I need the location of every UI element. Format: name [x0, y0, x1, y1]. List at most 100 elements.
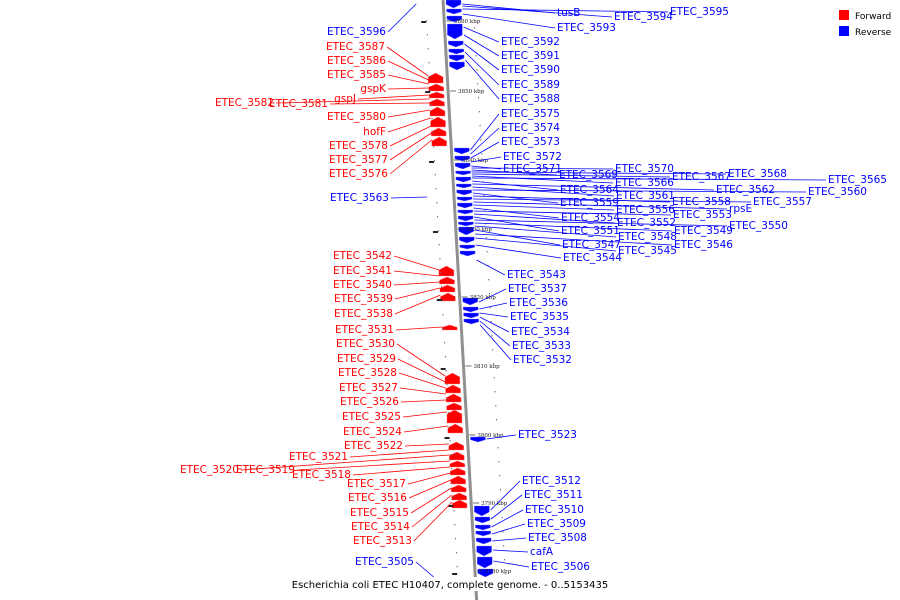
gene-label: cafA: [530, 546, 554, 558]
scale-dot: [476, 69, 478, 71]
forward-gene-arrow: [446, 409, 463, 424]
gene-label: ETEC_3558: [672, 196, 731, 208]
scale-dot: [445, 370, 447, 372]
genome-title: Escherichia coli ETEC H10407, complete g…: [292, 580, 608, 591]
gene-label: ETEC_3509: [527, 518, 586, 530]
reverse-gene-arrow: [457, 215, 474, 222]
forward-gene-arrow: [451, 499, 468, 509]
leader-line: [471, 177, 827, 181]
forward-gene-arrow: [450, 484, 467, 493]
leader-line: [492, 537, 527, 542]
contig-separator: [421, 21, 427, 23]
legend-reverse-label: Reverse: [855, 28, 892, 38]
leader-line: [402, 411, 448, 418]
reverse-gene-arrow: [449, 61, 465, 71]
leader-line: [470, 113, 500, 151]
leader-line: [404, 443, 449, 447]
gene-label: hofF: [363, 126, 386, 138]
scale-dot: [456, 566, 458, 568]
leader-line: [471, 171, 727, 175]
leader-line: [472, 186, 615, 197]
reverse-gene-arrow: [448, 48, 464, 55]
leader-line: [387, 109, 431, 118]
leader-line: [471, 173, 671, 178]
scale-dot: [501, 517, 503, 519]
gene-label: ETEC_3512: [522, 475, 581, 487]
leader-line: [475, 237, 617, 252]
scale-dot: [437, 216, 439, 218]
gene-label: ETEC_3577: [329, 154, 388, 166]
gene-label: ETEC_3520: [180, 464, 239, 476]
gene-label: ETEC_3525: [342, 411, 401, 423]
scale-dot: [426, 20, 428, 22]
forward-gene-arrow: [429, 98, 445, 107]
reverse-gene-arrow: [456, 196, 473, 202]
tick-label: 3790 kbp: [481, 501, 508, 507]
scale-dot: [492, 349, 494, 351]
scale-dot: [494, 391, 496, 393]
gene-label: ETEC_3532: [513, 354, 572, 366]
scale-dot: [433, 146, 435, 148]
forward-gene-arrow: [445, 393, 462, 403]
gene-label: ETEC_3569: [559, 169, 618, 181]
scale-dot: [489, 307, 491, 309]
scale-dot: [440, 272, 442, 274]
reverse-gene-arrow: [462, 297, 478, 306]
leader-line: [352, 466, 451, 476]
gene-label: ETEC_3571: [503, 163, 562, 175]
gene-label: ETEC_3572: [503, 151, 562, 163]
gene-label: ETEC_3537: [508, 283, 567, 295]
scale-dot: [493, 377, 495, 379]
leader-line: [471, 167, 614, 170]
gene-label: ETEC_3540: [333, 279, 392, 291]
scale-dot: [503, 545, 505, 547]
gene-label: ETEC_3522: [344, 440, 403, 452]
reverse-gene-arrow: [474, 516, 491, 524]
leader-line: [479, 302, 508, 310]
leader-line: [472, 192, 559, 204]
gene-label: ETEC_3517: [347, 478, 406, 490]
scale-dot: [480, 139, 482, 141]
contig-separator: [436, 299, 442, 301]
reverse-gene-arrow: [475, 537, 492, 545]
leader-line: [473, 198, 752, 203]
leader-line: [398, 372, 446, 389]
scale-dot: [477, 83, 479, 85]
scale-dot: [448, 426, 450, 428]
reverse-gene-arrow: [454, 147, 470, 155]
gene-label: tusB: [557, 7, 580, 19]
gene-label: ETEC_3564: [560, 184, 619, 196]
leader-line: [462, 8, 669, 13]
scale-dot: [500, 503, 502, 505]
gene-label: ETEC_3506: [531, 561, 590, 573]
gene-label: ETEC_3590: [501, 64, 560, 76]
gene-label: ETEC_3546: [674, 239, 733, 251]
scale-dot: [447, 398, 449, 400]
legend-forward-swatch: [839, 10, 849, 20]
contig-separator: [425, 91, 431, 93]
leader-line: [389, 132, 432, 161]
leader-line: [478, 288, 507, 303]
gene-label: ETEC_3530: [336, 338, 395, 350]
gene-label: ETEC_3588: [501, 93, 560, 105]
gene-label: ETEC_3562: [716, 184, 775, 196]
gene-label: ETEC_3547: [562, 239, 621, 251]
forward-gene-arrow: [442, 324, 458, 331]
scale-dot: [486, 251, 488, 253]
leader-line: [390, 196, 428, 199]
gene-label: ETEC_3594: [614, 11, 673, 23]
legend-reverse-swatch: [839, 26, 849, 36]
gene-label: ETEC_3568: [728, 168, 787, 180]
contig-separator: [452, 573, 458, 575]
leader-line: [472, 189, 807, 193]
gene-label: ETEC_3581: [269, 98, 328, 110]
scale-dot: [428, 62, 430, 64]
gene-label: ETEC_3593: [557, 22, 616, 34]
gene-label: ETEC_3535: [510, 311, 569, 323]
gene-label: ETEC_3587: [326, 41, 385, 53]
gene-label: ETEC_3544: [563, 252, 622, 264]
leader-line: [490, 480, 521, 511]
forward-gene-arrow: [445, 384, 461, 394]
gene-label: ETEC_3553: [673, 209, 732, 221]
gene-label: gspJ: [334, 93, 356, 105]
